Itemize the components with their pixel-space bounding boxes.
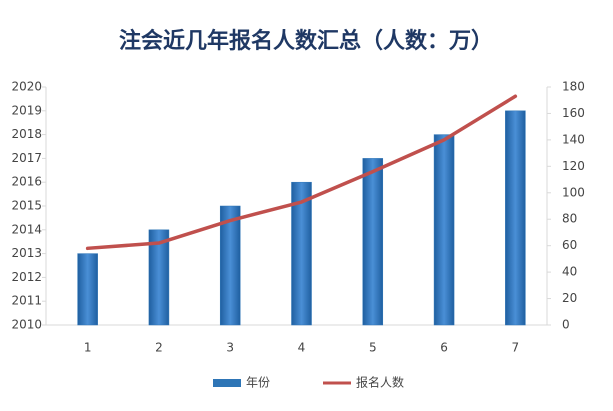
y-tick-label: 2016 (11, 175, 42, 189)
legend-label: 年份 (246, 376, 270, 390)
y-tick-label: 2010 (11, 318, 42, 332)
y2-tick-label: 100 (562, 185, 585, 199)
y-tick-label: 2017 (11, 151, 42, 165)
y-tick-label: 2020 (11, 80, 42, 94)
bar (362, 158, 384, 326)
y-tick-label: 2011 (11, 294, 42, 308)
bar (505, 110, 526, 326)
y-tick-label: 2014 (11, 222, 42, 236)
bar (77, 253, 98, 326)
x-tick-label: 1 (84, 341, 92, 355)
legend-swatch (213, 379, 241, 387)
y2-tick-label: 60 (562, 238, 577, 252)
y2-tick-label: 140 (562, 132, 585, 146)
y-tick-label: 2012 (11, 270, 42, 284)
y-tick-label: 2015 (11, 199, 42, 213)
y-tick-label: 2018 (11, 127, 42, 141)
x-tick-label: 5 (369, 341, 377, 355)
bar (433, 134, 455, 326)
y2-tick-label: 40 (562, 265, 577, 279)
x-tick-label: 6 (440, 341, 448, 355)
y-tick-label: 2013 (11, 246, 42, 260)
legend-label: 报名人数 (356, 375, 404, 390)
y2-tick-label: 80 (562, 212, 577, 226)
line (85, 94, 518, 251)
x-tick-label: 7 (512, 341, 520, 355)
y2-tick-label: 120 (562, 159, 585, 173)
y2-tick-label: 20 (562, 291, 577, 305)
y-tick-label: 2019 (11, 103, 42, 117)
y2-tick-label: 160 (562, 106, 585, 120)
bar (148, 229, 170, 326)
x-tick-label: 2 (155, 341, 163, 355)
chart-title: 注会近几年报名人数汇总（人数：万） (119, 28, 493, 54)
y2-tick-label: 180 (562, 80, 585, 94)
y2-tick-label: 0 (562, 318, 570, 332)
x-tick-label: 4 (298, 341, 306, 355)
bar (219, 205, 241, 326)
bar (291, 181, 312, 326)
x-tick-label: 3 (226, 341, 234, 355)
